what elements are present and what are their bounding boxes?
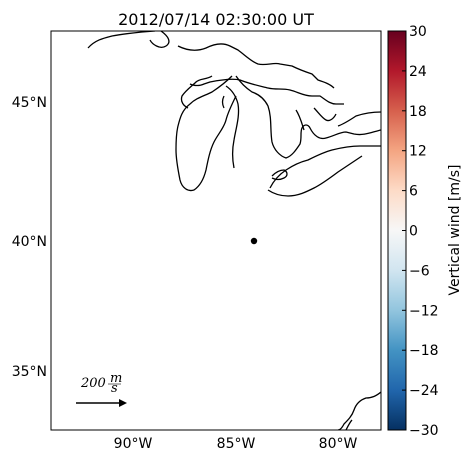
- coastlines: [87, 31, 381, 430]
- colorbar-ticks: 30 24 18 12 6 0 −6 −12 −18 −24 −30: [402, 24, 439, 439]
- colorbar-tick-label: 0: [409, 224, 418, 240]
- latitude-labels: 45°N 40°N 35°N: [12, 95, 47, 380]
- lon-label-85: 85°W: [217, 436, 256, 452]
- colorbar-tick-label: 12: [409, 144, 427, 160]
- lake-huron-coast: [295, 107, 381, 131]
- colorbar-tick-label: −12: [409, 303, 439, 319]
- arrow-scale-head: [119, 399, 127, 407]
- colorbar-tick-label: 18: [409, 104, 427, 120]
- lake-erie-south-shore: [267, 155, 363, 197]
- lon-label-90: 90°W: [114, 436, 153, 452]
- colorbar-tick-label: 30: [409, 24, 427, 40]
- map-title: 2012/07/14 02:30:00 UT: [118, 10, 314, 29]
- colorbar-tick-label: −30: [409, 423, 439, 439]
- arrow-scale-unit-den: s: [111, 381, 118, 396]
- longitude-labels: 90°W 85°W 80°W: [114, 436, 358, 452]
- colorbar-tick-label: −6: [409, 263, 430, 279]
- colorbar-label: Vertical wind [m/s]: [447, 165, 463, 296]
- lat-label-35: 35°N: [12, 364, 47, 380]
- map-frame: [50, 30, 382, 431]
- upper-peninsula-coast: [180, 75, 344, 109]
- colorbar: 30 24 18 12 6 0 −6 −12 −18 −24 −30 Vertical wind […: [387, 24, 463, 439]
- lake-st-clair-coast: [271, 169, 288, 181]
- colorbar-tick-label: 24: [409, 64, 427, 80]
- atlantic-coast: [337, 391, 381, 430]
- arrow-scale-value: 200: [80, 376, 106, 391]
- lake-michigan-east-shore: [221, 85, 240, 169]
- lat-label-40: 40°N: [12, 234, 47, 250]
- colorbar-tick-label: 6: [409, 184, 418, 200]
- colorbar-tick-label: −24: [409, 383, 439, 399]
- lon-label-80: 80°W: [319, 436, 358, 452]
- lake-erie-coast: [269, 145, 381, 189]
- colorbar-tick-label: −18: [409, 343, 439, 359]
- arrow-scale: 200 m s: [76, 371, 127, 407]
- site-marker: [250, 237, 258, 245]
- arrow-scale-unit-num: m: [110, 371, 122, 386]
- lake-superior-coast: [87, 31, 335, 89]
- lake-michigan-west-shore: [175, 75, 237, 192]
- map-area: [51, 31, 381, 430]
- lat-label-45: 45°N: [12, 95, 47, 111]
- lower-michigan-coast: [235, 75, 381, 159]
